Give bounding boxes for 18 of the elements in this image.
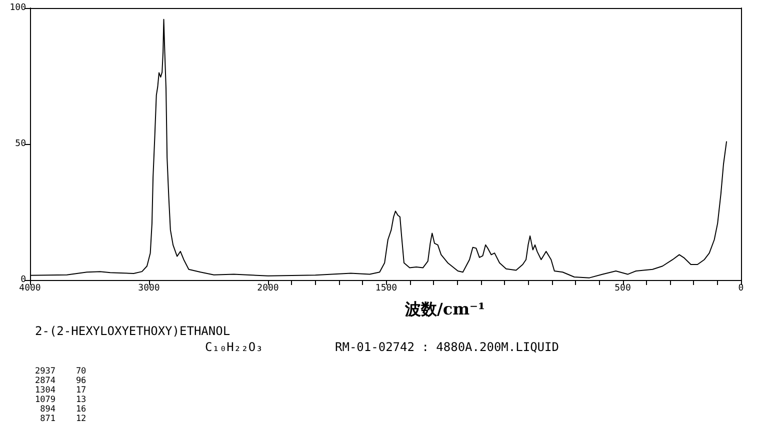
y-tick-label: 0 (20, 275, 26, 285)
y-tick-label: 50 (15, 139, 26, 149)
x-tick-label: 500 (614, 284, 631, 294)
text: 2874 96 (35, 376, 86, 386)
x-tick-label: 4000 (19, 284, 41, 294)
text: 894 16 (35, 404, 86, 414)
text: 2-(2-HEXYLOXYETHOXY)ETHANOL (35, 324, 230, 338)
text: 1079 13 (35, 395, 86, 405)
x-tick-label: 3000 (138, 284, 160, 294)
text: C₁₀H₂₂O₃ (205, 340, 263, 354)
text: RM-01-02742 : 4880A.200M.LIQUID (335, 340, 559, 354)
text: 2937 70 (35, 366, 86, 376)
x-tick-label: 2000 (257, 284, 279, 294)
x-axis-title: 波数/cm⁻¹ (404, 300, 485, 318)
text: 1304 17 (35, 386, 86, 396)
text: 871 12 (35, 414, 86, 424)
y-tick-label: 100 (10, 3, 26, 13)
x-tick-label: 1500 (375, 284, 398, 294)
